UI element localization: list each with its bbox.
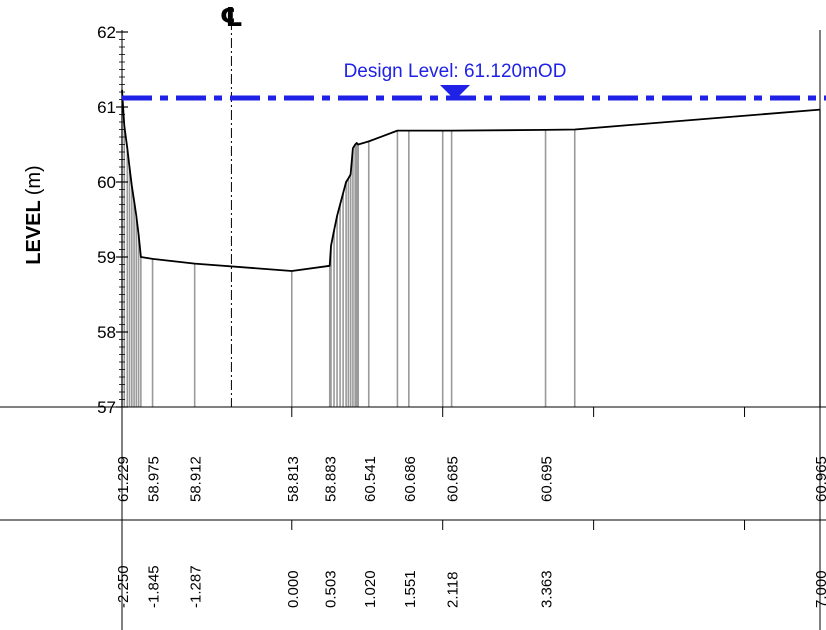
y-axis-title: LEVEL (m) — [23, 165, 45, 264]
design-level: Design Level: 61.120mOD — [122, 61, 826, 101]
y-axis-title-bold: LEVEL — [23, 200, 45, 264]
y-tick-label: 58 — [97, 323, 116, 342]
svg-text:LEVEL(m): LEVEL (m) — [23, 165, 45, 264]
centerline: ℄ — [220, 3, 243, 407]
ground-profile-line — [121, 89, 821, 272]
y-tick-label: 60 — [97, 173, 116, 192]
offset-label: 1.020 — [362, 570, 379, 608]
y-tick-label: 57 — [97, 398, 116, 417]
level-label: 58.975 — [146, 456, 163, 502]
offset-label: -2.250 — [115, 565, 132, 608]
level-label: 60.685 — [445, 456, 462, 502]
ground-profile — [121, 89, 821, 272]
level-label: 60.695 — [539, 456, 556, 502]
y-ticks: 57 58 59 60 61 62 — [97, 23, 128, 417]
level-label: 61.229 — [115, 456, 132, 502]
centerline-symbol: ℄ — [220, 3, 243, 33]
offset-label: 0.000 — [285, 570, 302, 608]
station-lines — [121, 89, 821, 407]
offset-label: -1.287 — [188, 565, 205, 608]
y-tick-label: 62 — [97, 23, 116, 42]
level-label: 58.912 — [188, 456, 205, 502]
offset-label: 2.118 — [445, 572, 462, 608]
y-tick-label: 61 — [97, 98, 116, 117]
offset-label: -1.845 — [146, 565, 163, 608]
level-label: 60.541 — [362, 456, 379, 502]
level-label: 60.965 — [813, 456, 826, 502]
axes — [0, 30, 826, 630]
offset-label: 3.363 — [539, 570, 556, 608]
offset-label: 1.551 — [402, 570, 419, 608]
offset-label: 0.503 — [323, 570, 340, 608]
data-rows: 61.229 58.975 58.912 58.813 58.883 60.541 60.6… — [115, 456, 826, 608]
level-label: 58.883 — [323, 456, 340, 502]
level-label: 60.686 — [402, 456, 419, 502]
design-level-label: Design Level: 61.120mOD — [344, 61, 567, 82]
y-axis-title-unit: (m) — [23, 165, 45, 195]
level-label: 58.813 — [285, 456, 302, 502]
offset-label: 7.000 — [813, 570, 826, 608]
y-tick-label: 59 — [97, 248, 116, 267]
design-level-marker — [440, 85, 470, 100]
